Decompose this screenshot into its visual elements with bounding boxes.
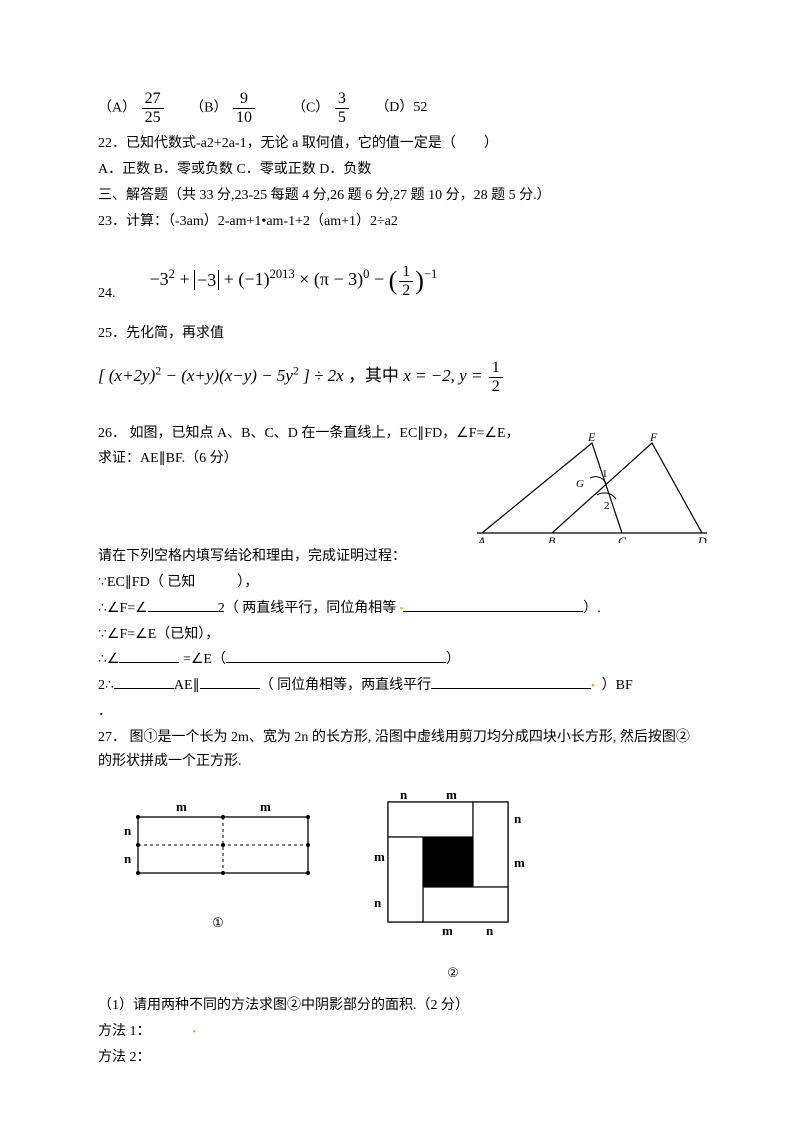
q27-fig2-wrap: n m n m n m n m ② xyxy=(368,787,538,984)
q26-p6: ． xyxy=(98,700,702,724)
q25-mid: ，其中 xyxy=(348,366,399,385)
q24-prefix: 24. xyxy=(98,282,116,310)
svg-text:n: n xyxy=(124,823,132,838)
q24-formula: −32 + −3 + (−1)2013 × (π − 3)0 − (12)−1 xyxy=(150,259,438,303)
svg-text:m: m xyxy=(260,799,271,814)
q26-p5: 2∴AE∥（ 同位角相等，两直线平行• ）BF xyxy=(98,674,702,698)
q21-optB-frac: 9 10 xyxy=(233,90,255,126)
q21-optD: （D）52 xyxy=(375,96,427,120)
svg-text:n: n xyxy=(124,851,132,866)
q27-sub1: （1）请用两种不同的方法求图②中阴影部分的面积.（2 分） xyxy=(98,994,702,1018)
svg-text:1: 1 xyxy=(602,468,608,480)
svg-text:D: D xyxy=(697,534,707,543)
svg-text:n: n xyxy=(374,895,382,910)
svg-text:n: n xyxy=(486,923,494,938)
svg-text:F: F xyxy=(649,433,658,444)
q26-p1: ∵EC∥FD（ 已知 ）， xyxy=(98,571,702,595)
q22-stem: 22．已知代数式-a2+2a-1，无论 a 取何值，它的值一定是（ ） xyxy=(98,132,702,156)
blank[interactable] xyxy=(114,675,174,689)
svg-text:m: m xyxy=(446,787,457,802)
q27-cap1: ① xyxy=(118,912,318,934)
q23: 23．计算：（-3am）2-am+1•am-1+2（am+1）2÷a2 xyxy=(98,210,702,234)
blank[interactable] xyxy=(148,598,218,612)
q26-p3: ∵∠F=∠E（已知）， xyxy=(98,623,702,647)
q21-optC-label: （C） xyxy=(292,100,329,115)
svg-text:m: m xyxy=(442,923,453,938)
q27-fig2: n m n m n m n m xyxy=(368,787,538,947)
q27-fig1: m m n n xyxy=(118,787,318,897)
svg-text:m: m xyxy=(514,855,525,870)
q24-row: 24. −32 + −3 + (−1)2013 × (π − 3)0 − (12… xyxy=(98,249,702,309)
q21-optB: （B） 9 10 xyxy=(190,90,257,126)
svg-text:m: m xyxy=(176,799,187,814)
q25-title: 25．先化简，再求值 xyxy=(98,322,702,346)
svg-text:E: E xyxy=(587,433,596,444)
blank[interactable] xyxy=(431,675,591,689)
blank[interactable] xyxy=(403,598,583,612)
q27-m2: 方法 2： xyxy=(98,1046,702,1070)
svg-text:A: A xyxy=(477,534,486,543)
dot-icon: • xyxy=(193,1027,197,1038)
dot-icon: • xyxy=(591,681,595,692)
q26-figure: A B C D E F G 1 2 xyxy=(472,433,712,543)
q21-optC-frac: 3 5 xyxy=(335,90,349,126)
q21-optC: （C） 3 5 xyxy=(292,90,351,126)
q27-m1: 方法 1： • xyxy=(98,1020,702,1044)
q21-optA: （A） 27 25 xyxy=(98,90,166,126)
q26-fill-intro: 请在下列空格内填写结论和理由，完成证明过程： xyxy=(98,545,702,569)
q27-fig1-wrap: m m n n ① xyxy=(118,787,318,934)
q26-p4: ∴∠ =∠E（） xyxy=(98,648,702,672)
svg-text:2: 2 xyxy=(604,500,610,512)
q26-figure-wrap: A B C D E F G 1 2 请在下列空格内填写结论和理由，完成证明过程： xyxy=(98,473,702,569)
q21-optA-frac: 27 25 xyxy=(142,90,164,126)
svg-text:n: n xyxy=(514,811,522,826)
q21-options: （A） 27 25 （B） 9 10 （C） 3 5 （D）52 xyxy=(98,90,702,126)
blank[interactable] xyxy=(119,649,179,663)
q25-formula: [ (x+2y)2 − (x+y)(x−y) − 5y2 ] ÷ 2x ，其中 … xyxy=(98,359,702,395)
svg-text:m: m xyxy=(374,849,385,864)
q27-figures: m m n n ① n m n m n m xyxy=(118,787,702,984)
svg-text:G: G xyxy=(576,478,584,490)
q22-options: A．正数 B．零或负数 C．零或正数 D．负数 xyxy=(98,158,702,182)
q21-optA-label: （A） xyxy=(98,100,136,115)
blank[interactable] xyxy=(226,649,446,663)
svg-text:n: n xyxy=(400,787,408,802)
svg-text:C: C xyxy=(618,534,627,543)
q21-optB-label: （B） xyxy=(190,100,227,115)
q27-stem: 27． 图①是一个长为 2m、宽为 2n 的长方形, 沿图中虚线用剪刀均分成四块… xyxy=(98,726,702,774)
q26-p2: ∴∠F=∠2（ 两直线平行，同位角相等 •）. xyxy=(98,597,702,621)
q27-cap2: ② xyxy=(368,962,538,984)
section3-title: 三、解答题（共 33 分,23-25 每题 4 分,26 题 6 分,27 题 … xyxy=(98,184,702,208)
svg-text:B: B xyxy=(548,534,556,543)
blank[interactable] xyxy=(200,675,260,689)
